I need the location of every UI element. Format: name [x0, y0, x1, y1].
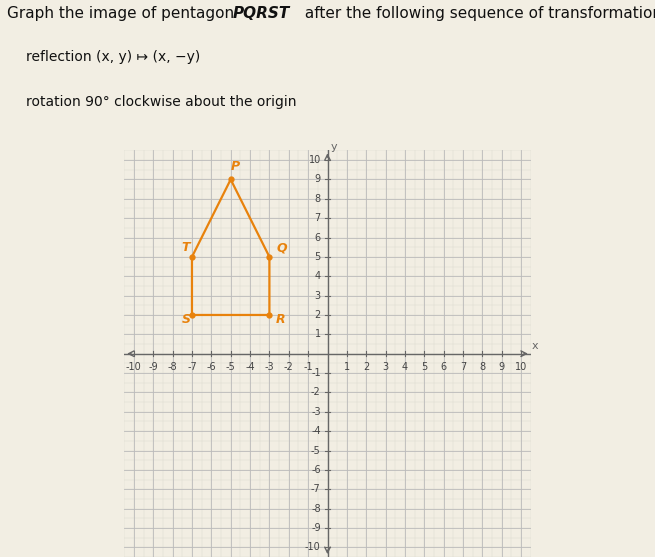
- Text: 4: 4: [402, 363, 408, 373]
- Text: 8: 8: [314, 194, 321, 204]
- Text: -5: -5: [311, 446, 321, 456]
- Text: -4: -4: [245, 363, 255, 373]
- Text: -9: -9: [149, 363, 158, 373]
- Text: rotation 90° clockwise about the origin: rotation 90° clockwise about the origin: [26, 95, 297, 109]
- Text: y: y: [331, 141, 337, 152]
- Text: 10: 10: [515, 363, 527, 373]
- Text: 9: 9: [314, 174, 321, 184]
- Text: T: T: [181, 241, 190, 254]
- Text: reflection (x, y) ↦ (x, −y): reflection (x, y) ↦ (x, −y): [26, 50, 200, 64]
- Text: 1: 1: [314, 329, 321, 339]
- Text: 9: 9: [498, 363, 505, 373]
- Text: Q: Q: [276, 241, 287, 254]
- Text: -6: -6: [311, 465, 321, 475]
- Text: Graph the image of pentagon: Graph the image of pentagon: [7, 6, 238, 21]
- Text: -1: -1: [303, 363, 313, 373]
- Text: -7: -7: [187, 363, 197, 373]
- Text: 2: 2: [314, 310, 321, 320]
- Text: 4: 4: [314, 271, 321, 281]
- Text: after the following sequence of transformations:: after the following sequence of transfor…: [300, 6, 655, 21]
- Text: -7: -7: [311, 484, 321, 494]
- Text: 6: 6: [441, 363, 447, 373]
- Text: -3: -3: [311, 407, 321, 417]
- Text: -2: -2: [311, 388, 321, 398]
- Text: 3: 3: [314, 291, 321, 301]
- Text: -8: -8: [311, 504, 321, 514]
- Text: -1: -1: [311, 368, 321, 378]
- Text: 10: 10: [309, 155, 321, 165]
- Text: 5: 5: [421, 363, 428, 373]
- Text: R: R: [276, 312, 286, 326]
- Text: 5: 5: [314, 252, 321, 262]
- Text: -10: -10: [126, 363, 141, 373]
- Text: -2: -2: [284, 363, 293, 373]
- Text: S: S: [181, 312, 191, 326]
- Text: PQRST: PQRST: [233, 6, 290, 21]
- Text: 6: 6: [314, 232, 321, 242]
- Text: x: x: [531, 341, 538, 351]
- Text: 3: 3: [383, 363, 388, 373]
- Text: -3: -3: [265, 363, 274, 373]
- Text: 7: 7: [460, 363, 466, 373]
- Text: -6: -6: [206, 363, 216, 373]
- Text: -5: -5: [226, 363, 236, 373]
- Text: 8: 8: [479, 363, 485, 373]
- Text: -10: -10: [305, 543, 321, 553]
- Text: -8: -8: [168, 363, 178, 373]
- Text: -9: -9: [311, 523, 321, 533]
- Text: 1: 1: [344, 363, 350, 373]
- Text: 7: 7: [314, 213, 321, 223]
- Text: -4: -4: [311, 426, 321, 436]
- Text: P: P: [231, 160, 240, 173]
- Text: 2: 2: [363, 363, 369, 373]
